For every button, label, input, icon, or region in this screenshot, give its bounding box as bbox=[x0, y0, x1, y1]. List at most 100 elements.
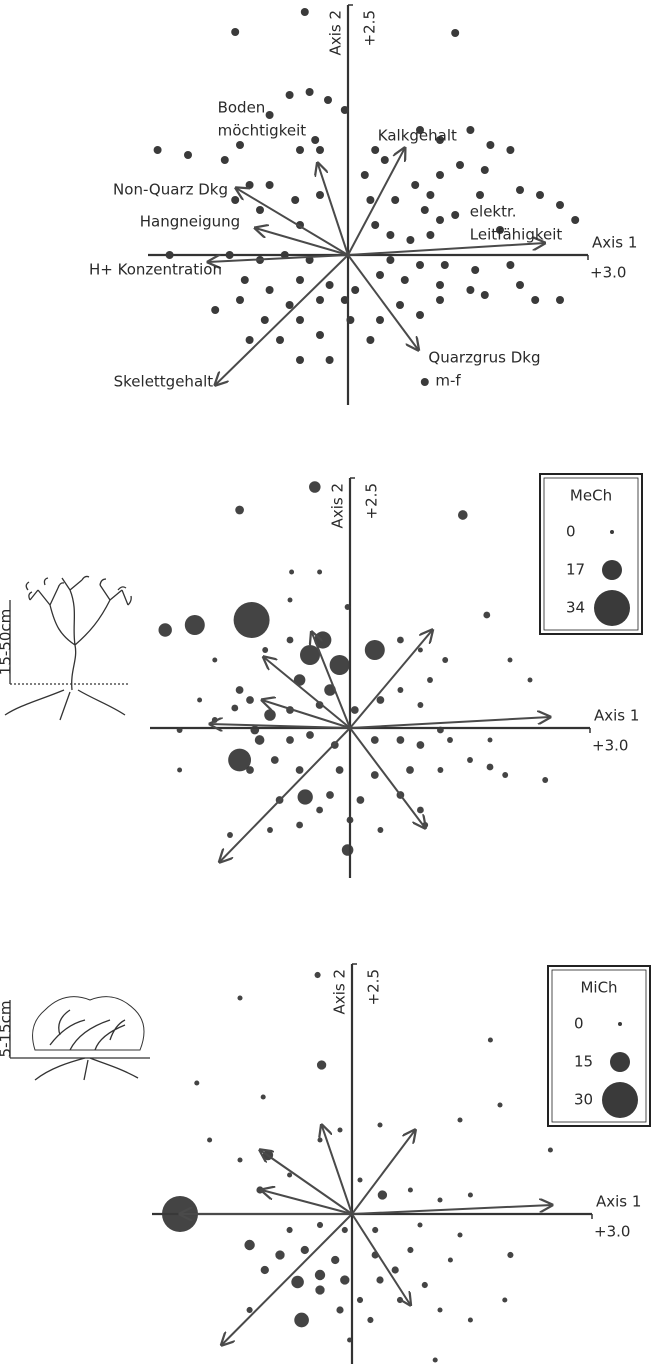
point bbox=[471, 266, 479, 274]
bubble bbox=[336, 1306, 343, 1313]
point bbox=[531, 296, 539, 304]
legend-bubble bbox=[618, 1022, 622, 1026]
bubble bbox=[255, 735, 265, 745]
point bbox=[451, 211, 459, 219]
bubble bbox=[508, 658, 513, 663]
bubble bbox=[397, 1297, 403, 1303]
bubble bbox=[406, 766, 414, 774]
point bbox=[411, 181, 419, 189]
bubble bbox=[315, 1270, 325, 1280]
point bbox=[426, 231, 434, 239]
bubble bbox=[458, 510, 468, 520]
bubble bbox=[177, 768, 182, 773]
point bbox=[261, 316, 269, 324]
point bbox=[436, 171, 444, 179]
legend-bubble bbox=[594, 590, 630, 626]
point bbox=[371, 146, 379, 154]
bubble bbox=[433, 1357, 438, 1362]
vector-arrow bbox=[350, 630, 432, 728]
bubble bbox=[447, 737, 453, 743]
vector-arrow bbox=[312, 632, 350, 728]
point bbox=[316, 191, 324, 199]
x-tick-label: +3.0 bbox=[590, 264, 626, 282]
bubble bbox=[427, 677, 433, 683]
bubble bbox=[502, 1297, 507, 1302]
point bbox=[296, 356, 304, 364]
legend-bubble bbox=[610, 1052, 630, 1072]
point bbox=[386, 231, 394, 239]
point bbox=[266, 111, 274, 119]
bubble bbox=[548, 1147, 553, 1152]
point bbox=[211, 306, 219, 314]
point bbox=[481, 291, 489, 299]
bubble bbox=[296, 766, 304, 774]
bubble bbox=[286, 736, 294, 744]
bubble bbox=[227, 832, 233, 838]
point bbox=[221, 156, 229, 164]
x-tick-label: +3.0 bbox=[594, 1223, 630, 1241]
x-tick-label: +3.0 bbox=[592, 737, 628, 755]
plant-height-label: 15-50cm bbox=[0, 609, 15, 675]
bubble bbox=[291, 1276, 304, 1289]
point bbox=[481, 166, 489, 174]
point bbox=[231, 28, 239, 36]
bubble bbox=[294, 1313, 309, 1328]
bubble bbox=[197, 698, 202, 703]
point bbox=[516, 281, 524, 289]
bubble bbox=[250, 726, 259, 735]
y-tick-label: +2.5 bbox=[363, 483, 381, 519]
bubble bbox=[288, 598, 293, 603]
bubble bbox=[377, 696, 385, 704]
y-axis-title: Axis 2 bbox=[329, 483, 347, 528]
point bbox=[466, 286, 474, 294]
bubble bbox=[468, 1317, 473, 1322]
bubble bbox=[194, 1080, 199, 1085]
point bbox=[396, 301, 404, 309]
point bbox=[326, 281, 334, 289]
point bbox=[291, 196, 299, 204]
point bbox=[316, 146, 324, 154]
bubble bbox=[483, 612, 490, 619]
point bbox=[421, 206, 429, 214]
bubble bbox=[437, 727, 444, 734]
vector-label: Hangneigung bbox=[140, 213, 240, 231]
bubble bbox=[340, 1275, 349, 1284]
vector-arrow bbox=[352, 1205, 552, 1214]
bubble bbox=[377, 1122, 382, 1127]
point bbox=[351, 286, 359, 294]
point bbox=[371, 221, 379, 229]
point bbox=[316, 331, 324, 339]
bubble bbox=[177, 727, 183, 733]
bubble bbox=[542, 777, 548, 783]
point bbox=[256, 206, 264, 214]
x-axis-title: Axis 1 bbox=[594, 707, 639, 725]
bubble bbox=[377, 827, 383, 833]
bubble bbox=[342, 1227, 348, 1233]
vector-arrow bbox=[318, 163, 348, 255]
bubble bbox=[287, 1227, 293, 1233]
bubble bbox=[287, 1172, 292, 1177]
bubble bbox=[262, 647, 268, 653]
point bbox=[226, 251, 234, 259]
vector-arrow bbox=[352, 1130, 415, 1214]
point bbox=[316, 296, 324, 304]
point bbox=[451, 29, 459, 37]
point bbox=[516, 186, 524, 194]
point bbox=[366, 196, 374, 204]
vector-label: Quarzgrus Dkg bbox=[428, 349, 540, 367]
point bbox=[246, 336, 254, 344]
bubble bbox=[437, 767, 443, 773]
plant-height-label: 5-15cm bbox=[0, 1001, 15, 1058]
bubble bbox=[437, 1307, 442, 1312]
point bbox=[436, 281, 444, 289]
point bbox=[236, 296, 244, 304]
point bbox=[506, 261, 514, 269]
bubble bbox=[347, 817, 354, 824]
bubble bbox=[357, 1297, 363, 1303]
y-axis-title: Axis 2 bbox=[327, 10, 345, 55]
bubble bbox=[158, 623, 171, 636]
point bbox=[416, 311, 424, 319]
point bbox=[236, 141, 244, 149]
bubble bbox=[289, 570, 294, 575]
bubble bbox=[342, 844, 354, 856]
